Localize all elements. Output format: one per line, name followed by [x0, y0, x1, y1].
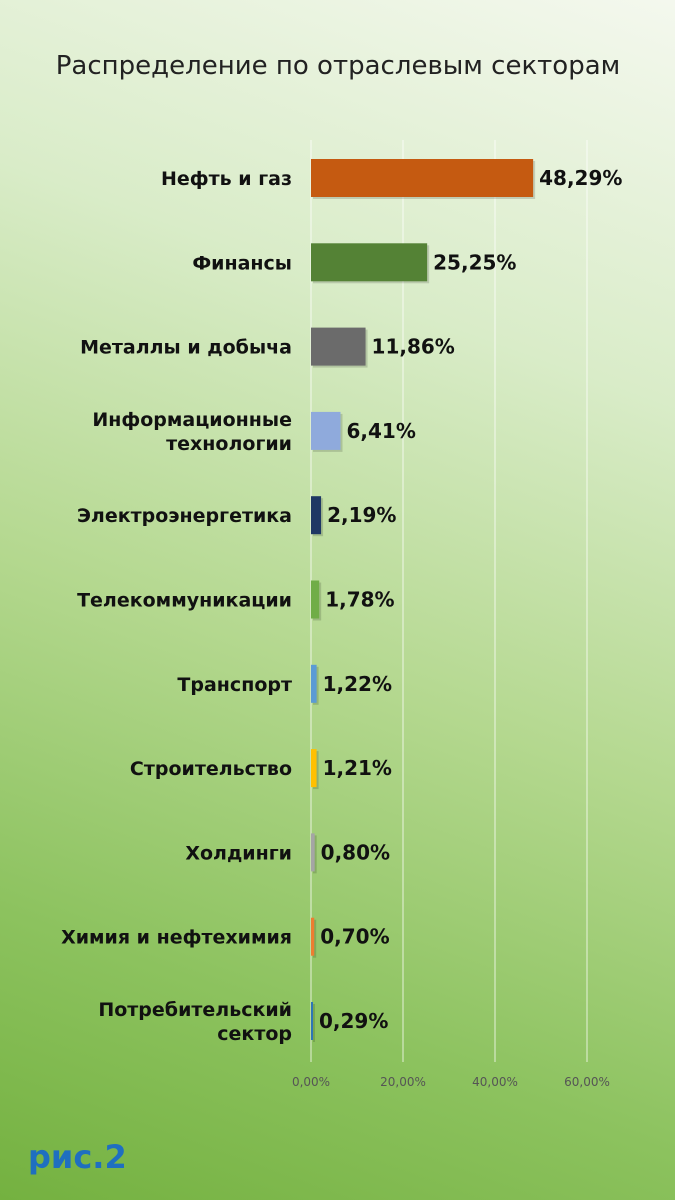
- value-label: 1,22%: [323, 672, 392, 696]
- bar: [311, 1002, 313, 1040]
- value-label: 48,29%: [539, 166, 622, 190]
- value-label: 25,25%: [433, 250, 516, 274]
- bar: [311, 327, 366, 366]
- category-label-line: Транспорт: [177, 674, 292, 696]
- x-tick-label: 20,00%: [380, 1075, 426, 1089]
- category-label-line: Электроэнергетика: [77, 505, 292, 527]
- x-tick-label: 40,00%: [472, 1075, 518, 1089]
- value-label: 0,70%: [320, 925, 389, 949]
- category-label: Химия и нефтехимия: [61, 927, 292, 949]
- category-label-line: технологии: [166, 433, 292, 455]
- category-label-line: сектор: [217, 1023, 292, 1045]
- category-label: Холдинги: [185, 842, 292, 864]
- value-labels: 48,29% 25,25% 11,86% 6,41% 2,19% 1,78% 1,22% 1,…: [319, 166, 622, 1033]
- category-label-line: Металлы и добыча: [80, 337, 292, 359]
- category-label-line: Холдинги: [185, 842, 292, 864]
- bar: [311, 833, 315, 872]
- category-label-line: Потребительский: [98, 999, 292, 1021]
- x-axis-ticks: 0,00% 20,00% 40,00% 60,00%: [292, 1075, 610, 1089]
- value-label: 2,19%: [327, 503, 396, 527]
- category-label-line: Финансы: [192, 252, 292, 274]
- category-label-line: Информационные: [92, 409, 292, 431]
- category-label-line: Нефть и газ: [161, 168, 292, 190]
- chart-title: Распределение по отраслевым секторам: [56, 51, 621, 81]
- category-label: Транспорт: [177, 674, 292, 696]
- category-labels: Нефть и газ Финансы Металлы и добыча Информ…: [61, 168, 292, 1045]
- value-label: 0,29%: [319, 1009, 388, 1033]
- bar-shadow: [313, 919, 317, 958]
- value-label: 0,80%: [321, 840, 390, 864]
- category-label: Нефть и газ: [161, 168, 292, 190]
- bar: [311, 243, 428, 282]
- x-tick-label: 60,00%: [564, 1075, 610, 1089]
- bar: [311, 411, 341, 450]
- bar: [311, 917, 315, 956]
- category-label-line: Строительство: [130, 758, 292, 780]
- value-label: 11,86%: [372, 335, 455, 359]
- x-tick-label: 0,00%: [292, 1075, 330, 1089]
- category-label: Металлы и добыча: [80, 337, 292, 359]
- value-label: 1,21%: [323, 756, 392, 780]
- bar-shadow: [313, 1004, 315, 1042]
- bars: [311, 159, 536, 1042]
- category-label-line: Химия и нефтехимия: [61, 927, 292, 949]
- category-label: Информационные технологии: [92, 409, 292, 455]
- bar: [311, 580, 320, 619]
- bar: [311, 496, 322, 535]
- category-label: Потребительский сектор: [98, 999, 292, 1045]
- category-label: Телекоммуникации: [77, 590, 292, 612]
- figure-label: рис.2: [28, 1138, 127, 1176]
- bar: [311, 159, 534, 197]
- category-label-line: Телекоммуникации: [77, 590, 292, 612]
- category-label: Финансы: [192, 252, 292, 274]
- bar: [311, 664, 317, 703]
- category-label: Электроэнергетика: [77, 505, 292, 527]
- category-label: Строительство: [130, 758, 292, 780]
- bar-shadow: [313, 835, 317, 874]
- value-label: 1,78%: [325, 588, 394, 612]
- bar: [311, 749, 317, 788]
- value-label: 6,41%: [346, 419, 415, 443]
